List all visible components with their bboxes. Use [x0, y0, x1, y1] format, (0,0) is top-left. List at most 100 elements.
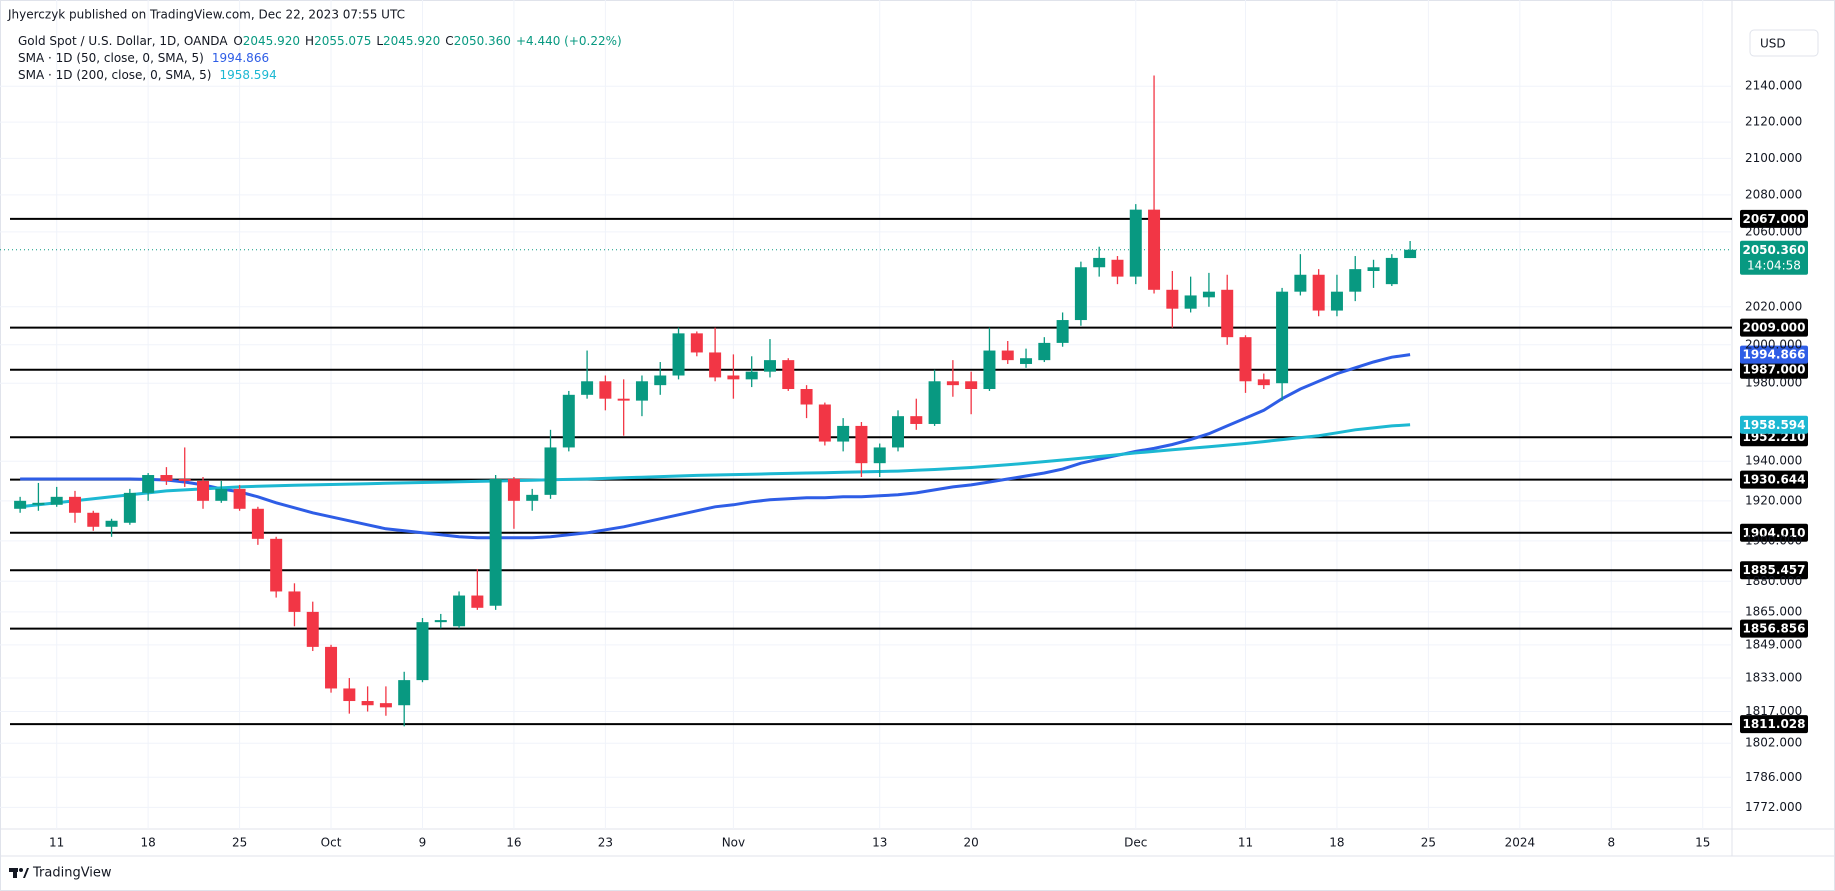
x-tick-label: 20 [964, 836, 979, 850]
candle-body [837, 425, 850, 442]
level-tag-text: 1904.010 [1742, 526, 1805, 540]
candle-body [800, 389, 813, 405]
candle-body [1074, 267, 1087, 321]
currency-label[interactable]: USD [1760, 37, 1786, 51]
indicator-legend: SMA · 1D (50, close, 0, SMA, 5) 1994.866 [18, 51, 269, 65]
x-tick-label: 2024 [1505, 836, 1536, 850]
level-tag-box [1740, 470, 1808, 489]
level-tag: 2009.000 [1740, 318, 1808, 337]
y-tick-label: 1980.000 [1745, 376, 1802, 390]
candle-body [215, 488, 228, 501]
indicator-value: 1958.594 [219, 68, 276, 82]
candle-body [178, 478, 191, 481]
y-tick-label: 2000.000 [1745, 337, 1802, 351]
candle-body [306, 611, 319, 647]
x-tick-label: 11 [1238, 836, 1253, 850]
level-tag-text: 1856.856 [1742, 622, 1805, 636]
y-tick-label: 1849.000 [1745, 637, 1802, 651]
candle-body [763, 360, 776, 372]
candle-body [654, 375, 667, 386]
currency-button[interactable] [1749, 29, 1819, 57]
candle-body [1385, 257, 1398, 285]
level-tag-box [1740, 360, 1808, 379]
level-tag-text: 1930.644 [1742, 473, 1805, 487]
y-tick-label: 1880.000 [1745, 574, 1802, 588]
candle-body [599, 381, 612, 399]
x-tick-label: 18 [1329, 836, 1344, 850]
sma-tag-box [1740, 345, 1808, 364]
candle-body [1129, 209, 1142, 277]
y-tick-label: 1786.000 [1745, 770, 1802, 784]
candle-body [325, 646, 338, 689]
candle-body [105, 520, 118, 527]
candle-body [50, 496, 63, 505]
candle-body [1312, 274, 1325, 311]
candle-body [416, 622, 429, 681]
y-tick-label: 2140.000 [1745, 79, 1802, 93]
y-tick-label: 1865.000 [1745, 604, 1802, 618]
candle-body [142, 475, 155, 493]
candle-body [1404, 249, 1417, 259]
y-tick-label: 2100.000 [1745, 151, 1802, 165]
candle-body [68, 496, 81, 513]
candle-body [635, 381, 648, 401]
candle-body [1349, 269, 1362, 292]
x-tick-label: 9 [419, 836, 427, 850]
candle-body [1020, 358, 1033, 364]
last-price-tag-box [1740, 240, 1808, 275]
ohlc-key: O [233, 34, 242, 48]
symbol-name: Gold Spot / U.S. Dollar, 1D, OANDA [18, 34, 228, 48]
candle-body [892, 416, 905, 448]
candle-body [1202, 291, 1215, 298]
publisher-line: Jhyerczyk published on TradingView.com, … [7, 8, 405, 22]
y-tick-label: 2120.000 [1745, 115, 1802, 129]
x-tick-label: Oct [321, 836, 342, 850]
x-tick-label: 25 [232, 836, 247, 850]
candle-body [1093, 257, 1106, 268]
candle-body [818, 404, 831, 442]
candle-body [453, 595, 466, 627]
indicator-value: 1994.866 [212, 51, 269, 65]
level-tag: 2067.000 [1740, 209, 1808, 228]
y-tick-label: 1900.000 [1745, 533, 1802, 547]
indicator-name: SMA · 1D (50, close, 0, SMA, 5) [18, 51, 204, 65]
x-tick-label: 15 [1695, 836, 1710, 850]
y-tick-label: 1802.000 [1745, 736, 1802, 750]
ohlc-value: 2050.360 [454, 34, 511, 48]
ohlc-value: 2045.920 [243, 34, 300, 48]
level-tag: 1987.000 [1740, 360, 1808, 379]
candle-body [1257, 379, 1270, 386]
candle-body [1038, 342, 1051, 361]
candle-body [251, 508, 264, 539]
level-tag-text: 1811.028 [1742, 717, 1805, 731]
candle-body [946, 381, 959, 386]
candle-body [507, 478, 520, 501]
candle-body [14, 500, 27, 509]
x-tick-label: Dec [1124, 836, 1147, 850]
level-tag-box [1740, 619, 1808, 638]
candle-body [1330, 291, 1343, 311]
x-tick-label: 8 [1607, 836, 1615, 850]
candle-body [471, 595, 484, 608]
candle-body [983, 350, 996, 390]
x-tick-label: 18 [141, 836, 156, 850]
level-tag-box [1740, 715, 1808, 734]
indicator-name: SMA · 1D (200, close, 0, SMA, 5) [18, 68, 211, 82]
candle-body [965, 381, 978, 390]
change: +4.440 (+0.22%) [516, 34, 622, 48]
level-tag: 1930.644 [1740, 470, 1808, 489]
brand-name: TradingView [32, 866, 112, 881]
y-tick-label: 1920.000 [1745, 493, 1802, 507]
candle-body [1166, 289, 1179, 309]
x-tick-label: 13 [872, 836, 887, 850]
y-tick-label: 2060.000 [1745, 224, 1802, 238]
candle-body [855, 425, 868, 464]
symbol-legend: Gold Spot / U.S. Dollar, 1D, OANDA O2045.… [18, 34, 622, 48]
level-tag-text: 2009.000 [1742, 321, 1805, 335]
sma-line [20, 353, 1411, 540]
y-tick-label: 1817.000 [1745, 704, 1802, 718]
candle-body [361, 701, 374, 706]
candle-body [1056, 320, 1069, 343]
candle-body [617, 398, 630, 401]
